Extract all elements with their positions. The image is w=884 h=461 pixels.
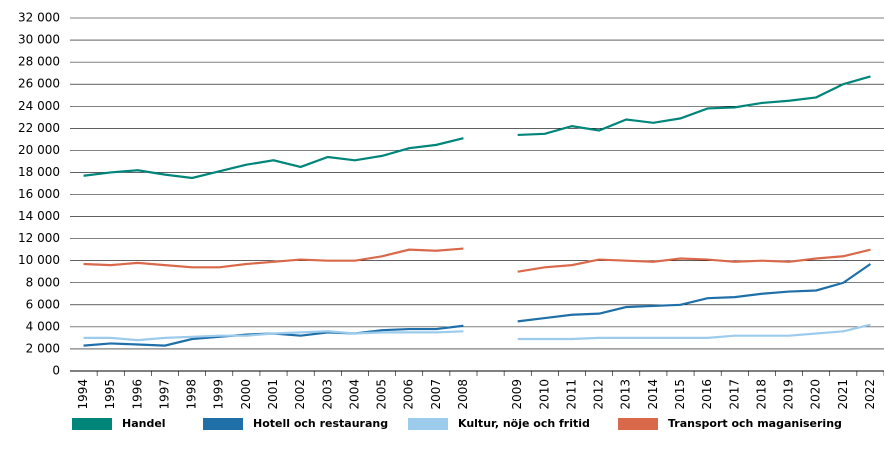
legend-swatch <box>408 418 448 430</box>
x-tick-label: 2008 <box>456 379 470 410</box>
x-tick-label: 2017 <box>727 379 741 410</box>
x-tick-label: 2016 <box>700 379 714 410</box>
x-tick-label: 2015 <box>673 379 687 410</box>
line-series <box>517 75 871 137</box>
x-tick-label: 2011 <box>564 379 578 410</box>
line-series <box>83 330 464 342</box>
y-tick-label: 28 000 <box>18 55 60 69</box>
y-tick-label: 2 000 <box>26 341 60 355</box>
x-tick-label: 1994 <box>76 379 90 410</box>
y-tick-label: 0 <box>52 364 60 378</box>
x-tick-label: 2006 <box>402 379 416 410</box>
x-tick-label: 2007 <box>429 379 443 410</box>
x-tick-label: 2004 <box>347 379 361 410</box>
x-tick-label: 1997 <box>157 379 171 410</box>
x-tick-label: 2022 <box>863 379 877 410</box>
x-tick-label: 2003 <box>320 379 334 410</box>
y-tick-label: 12 000 <box>18 231 60 245</box>
x-tick-label: 2021 <box>836 379 850 410</box>
y-tick-label: 6 000 <box>26 297 60 311</box>
legend-swatch <box>203 418 243 430</box>
line-series <box>83 324 464 347</box>
x-tick-label: 2019 <box>782 379 796 410</box>
x-tick-label: 2000 <box>239 379 253 410</box>
legend-swatch <box>72 418 112 430</box>
y-tick-label: 30 000 <box>18 33 60 47</box>
x-tick-label: 2001 <box>266 379 280 410</box>
line-series <box>83 137 464 180</box>
y-tick-label: 22 000 <box>18 121 60 135</box>
x-tick-label: 1996 <box>130 379 144 410</box>
x-tick-label: 1995 <box>103 379 117 410</box>
y-tick-label: 10 000 <box>18 253 60 267</box>
x-tick-label: 2020 <box>809 379 823 410</box>
y-tick-label: 14 000 <box>18 209 60 223</box>
y-tick-label: 16 000 <box>18 187 60 201</box>
y-tick-label: 32 000 <box>18 11 60 25</box>
x-tick-label: 2012 <box>592 379 606 410</box>
y-tick-label: 18 000 <box>18 165 60 179</box>
legend-label: Transport och maganisering <box>668 417 842 430</box>
x-tick-label: 2005 <box>375 379 389 410</box>
y-tick-label: 8 000 <box>26 275 60 289</box>
line-series <box>517 263 872 323</box>
x-tick-label: 1999 <box>212 379 226 410</box>
x-tick-label: 2014 <box>646 379 660 410</box>
x-tick-label: 2018 <box>754 379 768 410</box>
line-series <box>517 248 871 273</box>
line-series <box>83 247 464 269</box>
y-tick-label: 26 000 <box>18 77 60 91</box>
legend-swatch <box>618 418 658 430</box>
legend-label: Handel <box>122 417 166 430</box>
y-tick-label: 20 000 <box>18 143 60 157</box>
x-tick-label: 1998 <box>185 379 199 410</box>
x-tick-label: 2002 <box>293 379 307 410</box>
legend-label: Hotell och restaurang <box>253 417 388 430</box>
legend-label: Kultur, nöje och fritid <box>458 417 590 430</box>
x-tick-label: 2009 <box>510 379 524 410</box>
y-tick-label: 24 000 <box>18 99 60 113</box>
x-tick-label: 2010 <box>537 379 551 410</box>
x-tick-label: 2013 <box>619 379 633 410</box>
y-tick-label: 4 000 <box>26 319 60 333</box>
line-series <box>517 323 871 341</box>
